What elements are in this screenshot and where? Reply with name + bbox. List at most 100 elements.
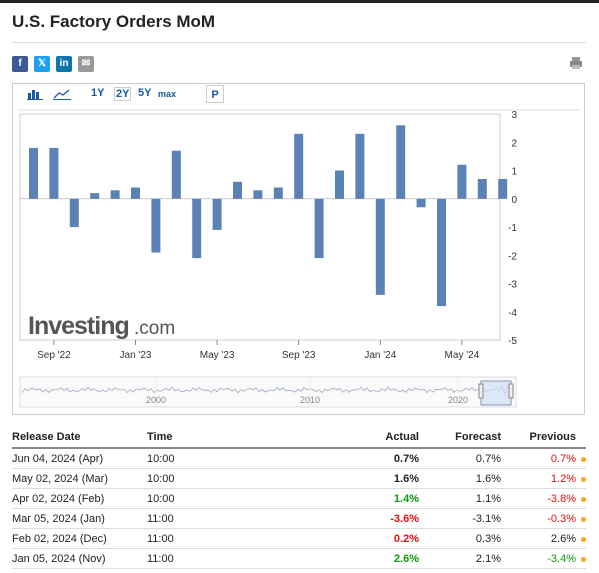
release-date-cell: May 02, 2024 (Mar): [12, 468, 147, 489]
investing-watermark: Investing .com: [28, 312, 175, 340]
time-cell: 11:00: [147, 508, 307, 529]
table-row: Jan 05, 2024 (Nov) 11:00 2.6% 2.1% -3.4%: [12, 548, 586, 569]
navigator-left-handle[interactable]: [478, 383, 484, 399]
release-date-cell: Apr 02, 2024 (Feb): [12, 488, 147, 509]
status-cell: [576, 528, 586, 549]
bar[interactable]: [457, 164, 467, 199]
bar-chart-icon[interactable]: [27, 88, 43, 100]
range-2y-button[interactable]: 2Y: [114, 87, 132, 101]
navigator-right-handle[interactable]: [508, 383, 514, 399]
x-axis: Sep '22 Jan '23 May '23 Sep '23 Jan '24 May '…: [37, 340, 480, 361]
bar[interactable]: [273, 187, 283, 199]
plot-frame: [19, 113, 501, 341]
status-dot-icon: [581, 516, 586, 522]
bar[interactable]: [294, 133, 304, 199]
print-icon[interactable]: [569, 56, 583, 70]
table-row: May 02, 2024 (Mar) 10:00 1.6% 1.6% 1.2%: [12, 468, 586, 489]
previous-cell: -3.4%: [501, 548, 576, 569]
email-share-button[interactable]: ✉: [78, 56, 94, 72]
previous-cell: 1.2%: [501, 468, 576, 489]
header-previous[interactable]: Previous: [501, 427, 576, 449]
forecast-cell: 0.7%: [419, 448, 501, 469]
navigator: 2000 2010 2020: [19, 376, 517, 408]
bar[interactable]: [131, 187, 140, 199]
top-border: [0, 0, 599, 3]
range-5y-button[interactable]: 5Y: [138, 87, 152, 99]
actual-cell: 1.4%: [307, 488, 419, 509]
x-tick-label: May '23: [200, 350, 235, 361]
facebook-share-button[interactable]: f: [12, 56, 28, 72]
status-cell: [576, 488, 586, 509]
release-date-cell: Jan 05, 2024 (Nov): [12, 548, 147, 569]
release-date-cell: Feb 02, 2024 (Dec): [12, 528, 147, 549]
navigator-label: 2010: [300, 395, 320, 405]
status-cell: [576, 468, 586, 489]
y-tick-label: -5: [508, 336, 517, 347]
time-cell: 10:00: [147, 468, 307, 489]
table-header-row: Release Date Time Actual Forecast Previo…: [12, 427, 586, 449]
bar[interactable]: [90, 193, 100, 199]
bar[interactable]: [416, 198, 426, 208]
chart-container: 1Y 2Y 5Y max P 3 2 1 0 -1 -2 -3 -4 -5 Sep '22 Jan…: [12, 83, 585, 415]
bar[interactable]: [29, 147, 38, 199]
actual-cell: 0.2%: [307, 528, 419, 549]
bar[interactable]: [212, 198, 222, 230]
time-cell: 10:00: [147, 448, 307, 469]
bar[interactable]: [375, 198, 385, 295]
navigator-line: [21, 384, 512, 397]
bar[interactable]: [498, 179, 508, 199]
bar[interactable]: [477, 179, 487, 199]
line-chart-icon[interactable]: [53, 88, 71, 100]
status-dot-icon: [581, 556, 586, 562]
y-tick-label: -3: [508, 280, 517, 291]
watermark-suffix: .com: [134, 318, 175, 339]
header-forecast[interactable]: Forecast: [419, 427, 501, 449]
status-dot-icon: [581, 496, 586, 502]
forecast-cell: 1.1%: [419, 488, 501, 509]
status-cell: [576, 508, 586, 529]
table-row: Feb 02, 2024 (Dec) 11:00 0.2% 0.3% 2.6%: [12, 528, 586, 549]
actual-cell: 0.7%: [307, 448, 419, 469]
bar[interactable]: [355, 133, 365, 199]
twitter-share-button[interactable]: 𝕏: [34, 56, 50, 72]
bar[interactable]: [171, 150, 181, 199]
bar[interactable]: [335, 170, 344, 199]
y-tick-label: -1: [508, 223, 517, 234]
header-actual[interactable]: Actual: [307, 427, 419, 449]
linkedin-share-button[interactable]: in: [56, 56, 72, 72]
bar[interactable]: [253, 190, 263, 199]
table-row: Apr 02, 2024 (Feb) 10:00 1.4% 1.1% -3.8%: [12, 488, 586, 509]
status-dot-icon: [581, 456, 586, 462]
status-cell: [576, 548, 586, 569]
status-dot-icon: [581, 536, 586, 542]
bar[interactable]: [233, 181, 242, 199]
actual-cell: -3.6%: [307, 508, 419, 529]
release-date-cell: Mar 05, 2024 (Jan): [12, 508, 147, 529]
y-tick-label: -4: [508, 308, 517, 319]
previous-cell: -0.3%: [501, 508, 576, 529]
header-release-date[interactable]: Release Date: [12, 427, 147, 449]
y-tick-label: 3: [511, 110, 517, 121]
header-time[interactable]: Time: [147, 427, 307, 449]
x-tick-label: May '24: [445, 350, 480, 361]
bar[interactable]: [437, 198, 446, 307]
watermark-brand: Investing: [28, 312, 129, 340]
bar[interactable]: [151, 198, 161, 253]
bar[interactable]: [110, 190, 120, 199]
navigator-label: 2020: [448, 395, 468, 405]
range-1y-button[interactable]: 1Y: [91, 87, 105, 99]
bar[interactable]: [396, 125, 406, 199]
range-max-button[interactable]: max: [158, 89, 177, 99]
p-button[interactable]: P: [206, 85, 224, 103]
status-dot-icon: [581, 476, 586, 482]
bar[interactable]: [314, 198, 324, 259]
forecast-cell: 0.3%: [419, 528, 501, 549]
navigator-range-window[interactable]: [480, 380, 512, 406]
bar[interactable]: [192, 198, 202, 259]
forecast-cell: 1.6%: [419, 468, 501, 489]
bar[interactable]: [49, 147, 59, 199]
table-row: Mar 05, 2024 (Jan) 11:00 -3.6% -3.1% -0.3%: [12, 508, 586, 529]
bar[interactable]: [69, 198, 79, 228]
page-title: U.S. Factory Orders MoM: [12, 12, 216, 31]
